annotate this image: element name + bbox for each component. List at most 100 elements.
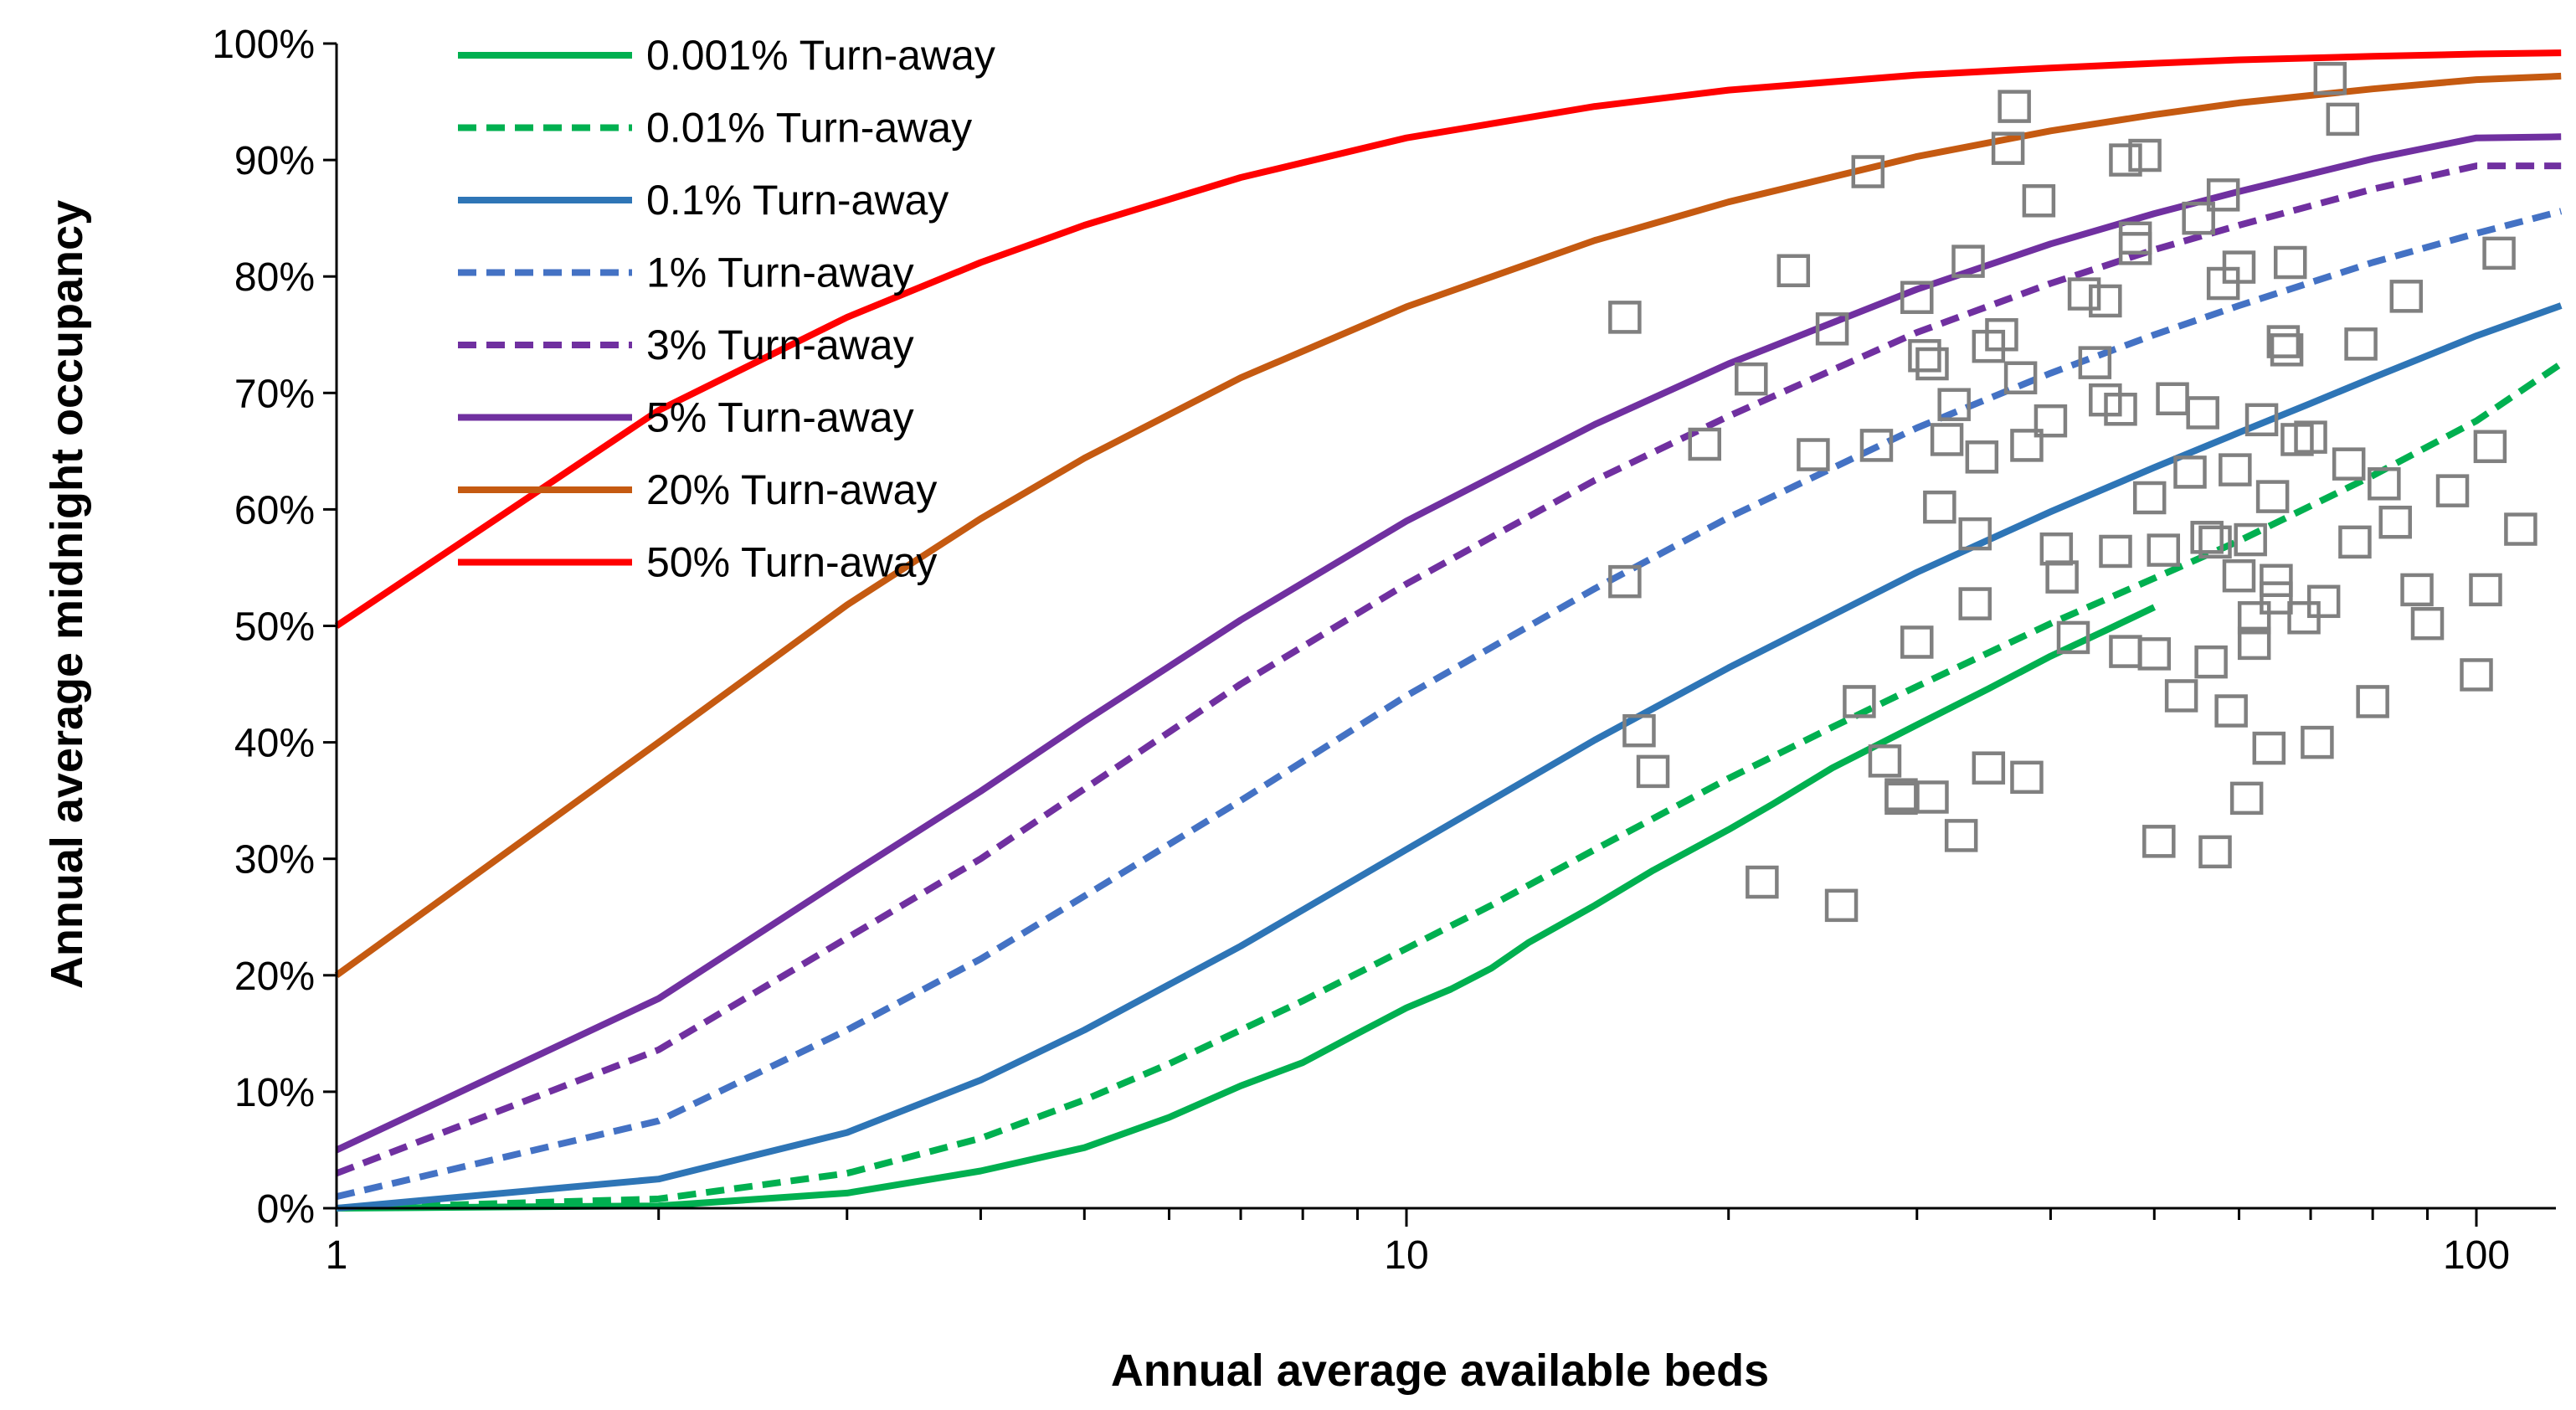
scatter-point bbox=[2469, 573, 2502, 607]
legend-label-2: 0.01% Turn-away bbox=[646, 105, 972, 152]
y-tick-label: 30% bbox=[234, 838, 315, 883]
legend-label-3: 0.1% Turn-away bbox=[646, 177, 949, 224]
scatter-point bbox=[1746, 865, 1779, 899]
scatter-point bbox=[2003, 361, 2038, 394]
legend-label-1: 0.001% Turn-away bbox=[646, 32, 995, 79]
series-line-2 bbox=[336, 361, 2563, 1212]
scatter-point bbox=[2219, 453, 2252, 486]
scatter-point bbox=[1735, 362, 1768, 396]
scatter-point bbox=[2504, 512, 2537, 546]
scatter-point bbox=[1998, 90, 2031, 123]
y-axis-label: Annual average midnight occupancy bbox=[42, 200, 92, 989]
scatter-point bbox=[1908, 339, 1941, 373]
scatter-point bbox=[1884, 778, 1918, 811]
scatter-point bbox=[2378, 505, 2412, 539]
series-line-6 bbox=[335, 133, 2562, 1154]
scatter-point bbox=[1965, 440, 1999, 474]
scatter-point bbox=[1951, 244, 1985, 278]
scatter-point bbox=[2142, 825, 2176, 858]
scatter-point bbox=[2194, 645, 2228, 679]
scatter-point bbox=[2214, 694, 2248, 728]
y-tick-label: 20% bbox=[234, 955, 315, 999]
scatter-point bbox=[2190, 521, 2224, 554]
scatter-point bbox=[1991, 131, 2025, 165]
legend-label-7: 20% Turn-away bbox=[646, 466, 937, 513]
turn-away-curves bbox=[334, 49, 2563, 1212]
scatter-point bbox=[2164, 679, 2198, 713]
series-line-8 bbox=[334, 49, 2562, 629]
scatter-point bbox=[1958, 587, 1992, 620]
scatter-point bbox=[2237, 601, 2271, 635]
scatter-point bbox=[1930, 423, 1964, 456]
scatter-point bbox=[1958, 517, 1992, 551]
scatter-point bbox=[2182, 201, 2215, 235]
tick-marks bbox=[323, 42, 2478, 1227]
series-line-7 bbox=[334, 72, 2562, 979]
scatter-point bbox=[1915, 780, 1949, 814]
scatter-point bbox=[2301, 725, 2334, 759]
scatter-point bbox=[2078, 346, 2112, 379]
scatter-point bbox=[2222, 250, 2256, 284]
scatter-point bbox=[2313, 61, 2347, 95]
scatter-point bbox=[1636, 754, 1670, 789]
scatter-point bbox=[2473, 430, 2507, 464]
scatter-point bbox=[2198, 525, 2232, 559]
axes bbox=[335, 44, 2556, 1210]
scatter-point bbox=[2344, 327, 2378, 361]
scatter-point bbox=[1797, 438, 1830, 471]
scatter-point bbox=[2039, 532, 2074, 566]
scatter-point bbox=[1972, 751, 2006, 785]
scatter-point bbox=[2099, 534, 2132, 569]
scatter-point bbox=[2128, 138, 2162, 172]
y-tick-label: 50% bbox=[234, 605, 315, 650]
scatter-point bbox=[2186, 396, 2219, 430]
scatter-point bbox=[2260, 581, 2293, 615]
scatter-point bbox=[1923, 490, 1956, 524]
scatter-point bbox=[1915, 347, 1949, 381]
scatter-point bbox=[2306, 584, 2341, 619]
scatter-point bbox=[2010, 429, 2044, 462]
x-axis-label: Annual average available beds bbox=[1111, 1346, 1769, 1396]
scatter-point bbox=[2294, 420, 2327, 454]
tick-labels: 0% 10% 20% 30% 40% 50% 60% 70% 80% 90% 100% 1 10 100 bbox=[212, 23, 2510, 1278]
y-tick-label: 40% bbox=[234, 722, 315, 766]
y-tick-label: 70% bbox=[234, 372, 315, 416]
y-tick-label: 100% bbox=[212, 23, 315, 67]
scatter-point bbox=[1815, 312, 1849, 346]
scatter-point bbox=[2252, 731, 2286, 765]
y-tick-label: 80% bbox=[234, 255, 315, 300]
series-line-5 bbox=[335, 162, 2562, 1177]
scatter-point bbox=[2338, 525, 2372, 559]
scatter-point bbox=[2056, 620, 2090, 655]
scatter-point bbox=[1859, 429, 1894, 462]
x-tick-label: 1 bbox=[326, 1233, 348, 1278]
legend-label-5: 3% Turn-away bbox=[646, 322, 914, 368]
scatter-point bbox=[2234, 522, 2267, 557]
scatter-point bbox=[2109, 635, 2142, 668]
scatter-point bbox=[2137, 637, 2172, 671]
scatter-point bbox=[2229, 781, 2264, 816]
scatter-point bbox=[2206, 178, 2240, 212]
scatter-point bbox=[1608, 301, 1642, 334]
series-line-3 bbox=[336, 302, 2563, 1212]
scatter-point bbox=[2089, 284, 2122, 318]
x-tick-label: 100 bbox=[2443, 1233, 2510, 1278]
scatter-point bbox=[1608, 564, 1642, 599]
scatter-point bbox=[2067, 277, 2101, 311]
scatter-point bbox=[1937, 388, 1971, 421]
scatter-point bbox=[2410, 606, 2445, 641]
legend: 0.001% Turn-away 0.01% Turn-away 0.1% Turn… bbox=[458, 32, 995, 586]
scatter-point bbox=[2109, 143, 2142, 177]
scatter-point bbox=[2368, 467, 2401, 501]
scatter-point bbox=[2266, 325, 2301, 358]
scatter-point bbox=[2156, 382, 2189, 416]
scatter-point bbox=[1851, 155, 1885, 188]
y-tick-label: 90% bbox=[234, 139, 315, 183]
scatter-point bbox=[2332, 447, 2366, 481]
scatter-point bbox=[1900, 625, 1934, 659]
scatter-point bbox=[1622, 713, 1656, 748]
scatter-point bbox=[2022, 184, 2056, 218]
scatter-point bbox=[2460, 658, 2493, 692]
scatter-point bbox=[2173, 455, 2207, 489]
